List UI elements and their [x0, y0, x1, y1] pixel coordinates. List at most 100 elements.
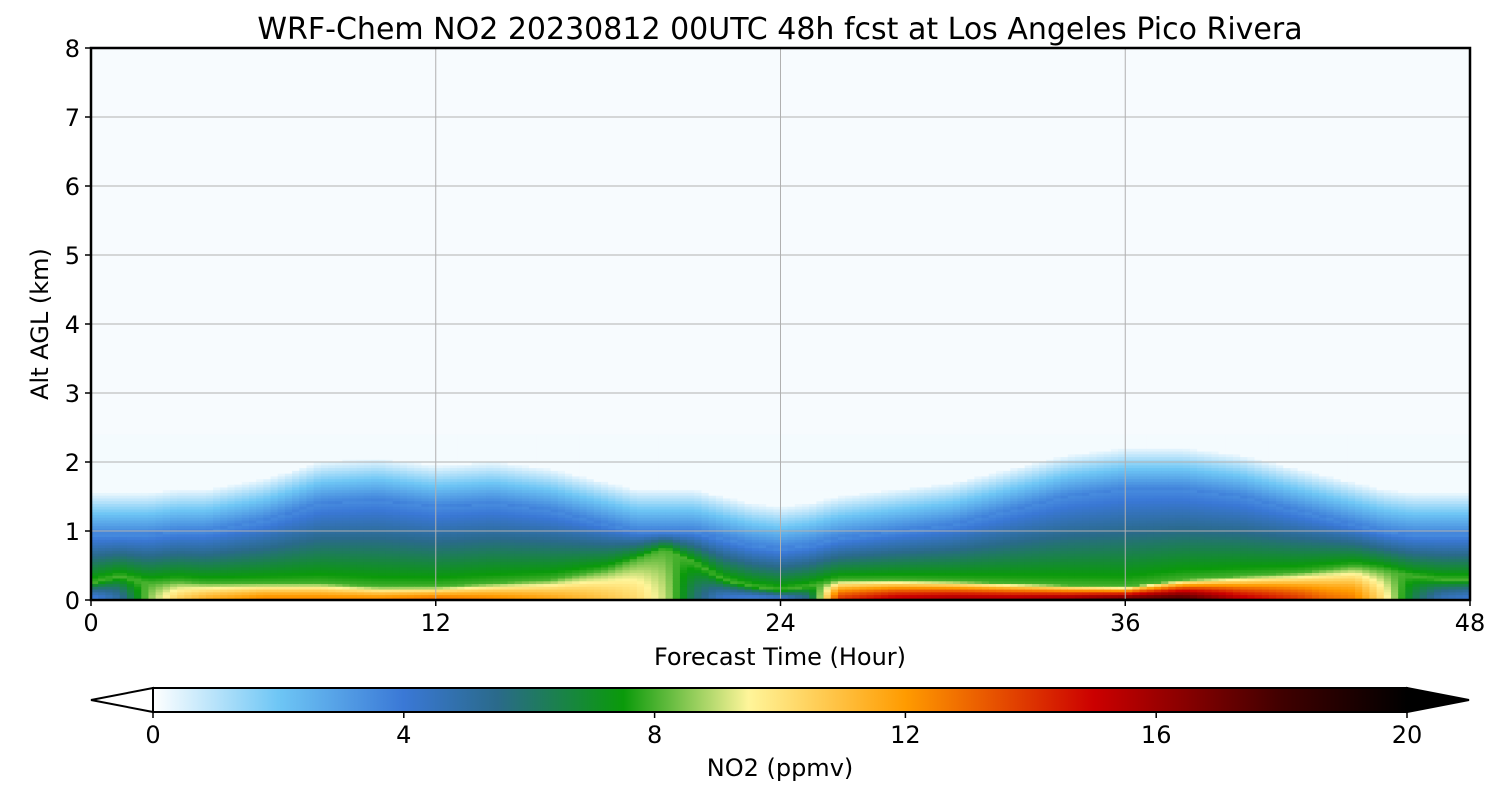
heatmap-cell — [371, 564, 379, 568]
heatmap-cell — [428, 525, 437, 529]
heatmap-cell — [119, 503, 128, 507]
heatmap-cell — [91, 464, 99, 469]
heatmap-cell — [543, 583, 552, 587]
heatmap-cell — [112, 489, 121, 493]
heatmap-cell — [478, 577, 487, 582]
heatmap-cell — [320, 519, 329, 524]
heatmap-cell — [679, 459, 688, 463]
heatmap-cell — [241, 564, 250, 568]
heatmap-cell — [141, 489, 150, 493]
heatmap-cell — [615, 522, 624, 527]
heatmap-cell — [529, 486, 537, 491]
heatmap-cell — [126, 542, 135, 546]
heatmap-cell — [198, 439, 207, 444]
heatmap-cell — [565, 531, 573, 535]
heatmap-cell — [557, 583, 566, 587]
heatmap-cell — [91, 462, 99, 466]
heatmap-cell — [148, 531, 157, 535]
heatmap-cell — [521, 517, 530, 521]
heatmap-cell — [213, 506, 221, 510]
heatmap-cell — [105, 453, 114, 458]
heatmap-cell — [155, 437, 164, 441]
heatmap-cell — [134, 580, 142, 585]
heatmap-cell — [658, 553, 667, 557]
heatmap-cell — [155, 539, 164, 543]
heatmap-cell — [622, 489, 631, 493]
heatmap-cell — [335, 566, 343, 571]
heatmap-cell — [428, 464, 437, 469]
heatmap-cell — [593, 542, 602, 546]
heatmap-cell — [284, 508, 293, 513]
heatmap-cell — [442, 467, 451, 471]
heatmap-cell — [363, 591, 372, 596]
heatmap-cell — [256, 597, 264, 600]
heatmap-cell — [220, 497, 229, 502]
heatmap-cell — [198, 506, 207, 510]
heatmap-cell — [349, 522, 358, 527]
heatmap-cell — [500, 497, 509, 502]
heatmap-cell — [543, 489, 552, 493]
heatmap-cell — [579, 453, 588, 458]
heatmap-cell — [651, 577, 659, 582]
heatmap-cell — [392, 525, 401, 529]
heatmap-cell — [119, 453, 128, 458]
heatmap-cell — [227, 514, 236, 518]
heatmap-cell — [536, 572, 545, 576]
heatmap-cell — [629, 506, 638, 510]
heatmap-cell — [450, 475, 458, 480]
heatmap-cell — [249, 555, 257, 560]
heatmap-cell — [313, 531, 322, 535]
heatmap-cell — [514, 536, 523, 540]
heatmap-cell — [342, 539, 351, 543]
heatmap-cell — [572, 434, 580, 438]
heatmap-cell — [507, 553, 516, 557]
heatmap-cell — [679, 456, 688, 460]
heatmap-cell — [679, 481, 688, 485]
heatmap-cell — [435, 470, 444, 474]
heatmap-cell — [256, 547, 264, 551]
heatmap-cell — [299, 484, 308, 488]
heatmap-cell — [313, 439, 322, 444]
heatmap-cell — [162, 500, 171, 504]
heatmap-cell — [500, 525, 509, 529]
heatmap-cell — [220, 448, 229, 452]
heatmap-cell — [471, 583, 480, 587]
heatmap-cell — [191, 577, 200, 582]
heatmap-cell — [608, 591, 616, 596]
heatmap-cell — [500, 464, 509, 469]
heatmap-cell — [155, 561, 164, 565]
heatmap-cell — [651, 594, 659, 598]
heatmap-cell — [565, 594, 573, 598]
heatmap-cell — [328, 555, 336, 560]
heatmap-cell — [622, 475, 631, 480]
heatmap-cell — [679, 572, 688, 576]
heatmap-cell — [550, 569, 559, 573]
heatmap-cell — [536, 481, 545, 485]
heatmap-cell — [486, 597, 494, 600]
heatmap-cell — [241, 519, 250, 524]
heatmap-cell — [493, 566, 501, 571]
heatmap-cell — [579, 442, 588, 447]
heatmap-cell — [586, 586, 595, 590]
heatmap-cell — [177, 588, 185, 593]
heatmap-cell — [665, 478, 674, 482]
heatmap-cell — [148, 547, 157, 551]
heatmap-cell — [392, 503, 401, 507]
heatmap-cell — [270, 508, 279, 513]
heatmap-cell — [170, 555, 178, 560]
heatmap-cell — [636, 558, 645, 562]
heatmap-cell — [658, 456, 667, 460]
heatmap-cell — [644, 533, 652, 538]
heatmap-cell — [320, 558, 329, 562]
heatmap-cell — [134, 544, 142, 549]
heatmap-cell — [378, 448, 387, 452]
heatmap-cell — [126, 503, 135, 507]
heatmap-cell — [399, 566, 408, 571]
heatmap-cell — [464, 553, 473, 557]
heatmap-cell — [198, 503, 207, 507]
heatmap-cell — [141, 547, 150, 551]
heatmap-cell — [450, 478, 458, 482]
heatmap-cell — [119, 588, 128, 593]
heatmap-cell — [493, 544, 501, 549]
heatmap-cell — [586, 497, 595, 502]
